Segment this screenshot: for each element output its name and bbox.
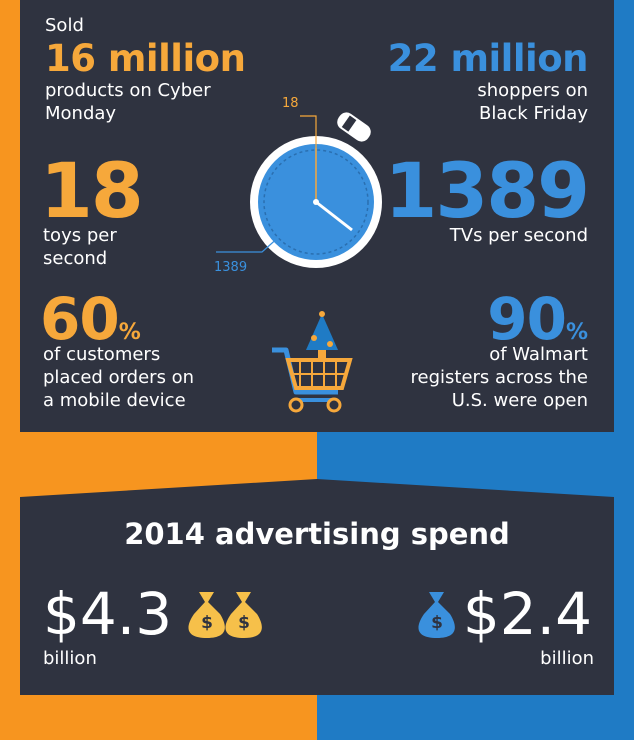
stat-value: 60% xyxy=(40,290,141,348)
spend-unit: billion xyxy=(43,648,97,669)
text-line: of Walmart xyxy=(489,344,588,365)
text-line: shoppers on xyxy=(477,80,588,101)
percent-unit: % xyxy=(565,320,588,345)
text-line: a mobile device xyxy=(43,390,186,411)
percent-unit: % xyxy=(118,320,141,345)
text-line: placed orders on xyxy=(43,367,195,388)
stat-text: TVs per second xyxy=(450,224,588,247)
text-line: Black Friday xyxy=(479,103,588,124)
sold-label: Sold xyxy=(45,15,84,36)
stat-text: toys per second xyxy=(43,224,117,270)
text-line: Monday xyxy=(45,103,117,124)
spend-value: $4.3 xyxy=(43,580,173,648)
svg-text:$: $ xyxy=(431,613,443,633)
section-title: 2014 advertising spend xyxy=(124,517,510,551)
spend-unit: billion xyxy=(540,648,594,669)
text-line: registers across the xyxy=(410,367,588,388)
percent-number: 60 xyxy=(40,285,120,353)
bottom-panel xyxy=(20,479,614,695)
cart-icon xyxy=(272,311,353,413)
text-line: products on Cyber xyxy=(45,80,211,101)
svg-text:$: $ xyxy=(238,613,250,633)
text-line: second xyxy=(43,248,108,269)
text-line: TVs per second xyxy=(449,225,588,246)
text-line: U.S. were open xyxy=(451,390,588,411)
stat-text: products on Cyber Monday xyxy=(45,79,211,125)
stat-value: 90% xyxy=(487,290,588,348)
spend-value: $2.4 xyxy=(462,580,592,648)
stat-text: of Walmart registers across the U.S. wer… xyxy=(411,343,588,412)
stat-value: 1389 xyxy=(384,146,590,235)
stopwatch-label: 18 xyxy=(282,96,299,111)
stat-value: 18 xyxy=(40,146,144,235)
percent-number: 90 xyxy=(487,285,567,353)
money-bags: $ $ $ xyxy=(188,592,455,638)
text-line: of customers xyxy=(43,344,161,365)
stopwatch xyxy=(216,112,382,268)
text-line: toys per xyxy=(43,225,117,246)
stat-text: shoppers on Black Friday xyxy=(477,79,588,125)
stat-value: 22 million xyxy=(387,37,589,80)
svg-text:$: $ xyxy=(201,613,213,633)
stopwatch-label: 1389 xyxy=(214,260,248,275)
stat-value: 16 million xyxy=(45,37,246,80)
stat-text: of customers placed orders on a mobile d… xyxy=(43,343,194,412)
